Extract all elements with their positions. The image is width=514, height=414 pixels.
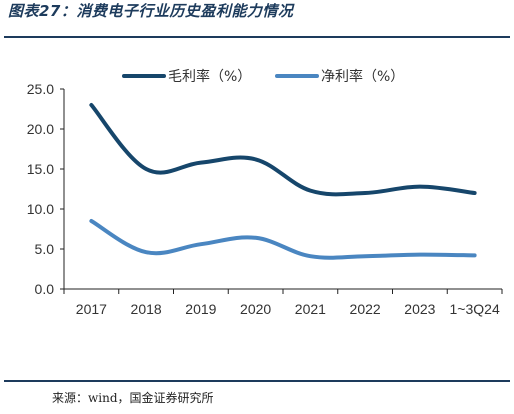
top-rule <box>4 36 510 38</box>
legend: 毛利率（%） 净利率（%） <box>122 68 404 85</box>
x-tick-label: 2020 <box>240 301 271 317</box>
y-tick-label: 0.0 <box>35 281 55 297</box>
x-tick-label: 2022 <box>350 301 381 317</box>
figure-title: 图表27：消费电子行业历史盈利能力情况 <box>8 2 294 20</box>
x-tick-label: 1~3Q24 <box>450 301 500 317</box>
x-tick-label: 2021 <box>295 301 326 317</box>
line-chart: 毛利率（%） 净利率（%） 0.0 5.0 10.0 15.0 20.0 25.0 2017… <box>27 68 503 317</box>
plot-area <box>89 103 477 260</box>
series-line-1 <box>89 103 477 197</box>
y-axis: 0.0 5.0 10.0 15.0 20.0 25.0 <box>27 81 65 297</box>
x-axis: 2017 2018 2019 2020 2021 2022 2023 1~3Q24 <box>63 288 503 317</box>
source-note: 来源：wind，国金证券研究所 <box>52 391 214 405</box>
y-tick-label: 20.0 <box>27 121 54 137</box>
x-tick-label: 2018 <box>131 301 162 317</box>
x-tick-label: 2023 <box>404 301 435 317</box>
x-tick-label: 2019 <box>185 301 216 317</box>
y-tick-label: 10.0 <box>27 201 54 217</box>
series-line-2 <box>89 219 477 260</box>
legend-label-2: 净利率（%） <box>321 68 404 85</box>
y-tick-label: 5.0 <box>35 241 55 257</box>
x-tick-label: 2017 <box>76 301 107 317</box>
y-tick-label: 25.0 <box>27 81 54 97</box>
legend-label-1: 毛利率（%） <box>168 68 251 85</box>
y-tick-label: 15.0 <box>27 161 54 177</box>
bottom-rule <box>4 380 510 382</box>
